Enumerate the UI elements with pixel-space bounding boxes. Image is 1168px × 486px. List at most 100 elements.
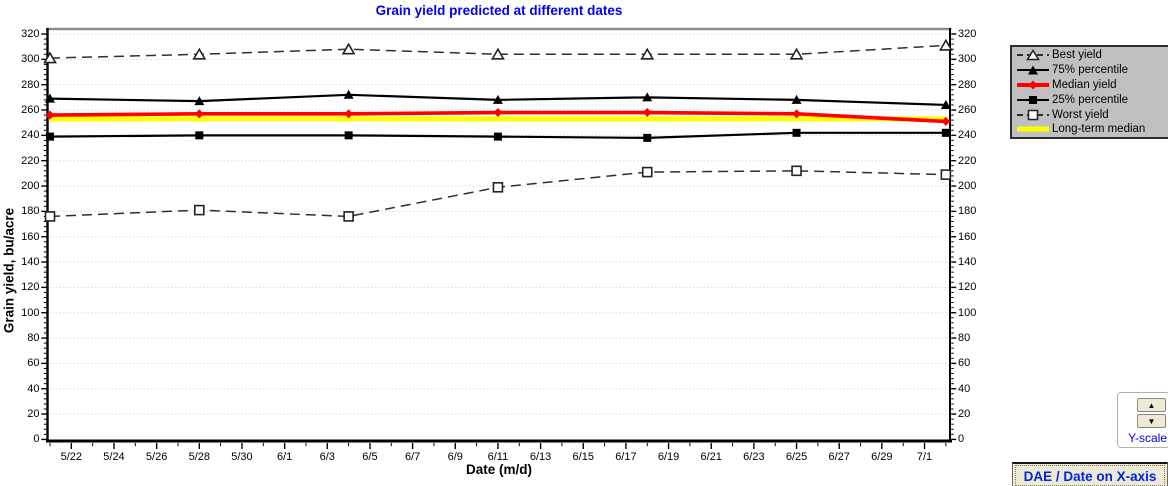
y-tick-label-left: 120 bbox=[21, 281, 40, 294]
y-tick-label-left: 300 bbox=[21, 53, 40, 66]
legend-label: 25% percentile bbox=[1052, 93, 1129, 106]
filled-triangle-marker bbox=[940, 99, 951, 109]
thick-diamond-icon bbox=[1017, 80, 1049, 90]
filled-square-marker bbox=[195, 131, 204, 140]
legend-item: Worst yield bbox=[1016, 107, 1168, 122]
open-square-marker bbox=[791, 165, 802, 177]
y-scale-label: Y-scale bbox=[1128, 431, 1167, 445]
x-tick-label: 6/7 bbox=[404, 451, 421, 463]
legend-label: Median yield bbox=[1052, 78, 1117, 91]
y-tick-label-right: 40 bbox=[958, 382, 971, 395]
x-tick-label: 5/28 bbox=[188, 451, 210, 463]
x-tick-label: 6/15 bbox=[572, 451, 594, 463]
legend-label: Best yield bbox=[1052, 49, 1102, 62]
series-line-worst-yield bbox=[49, 170, 946, 218]
dashed-open-square-icon bbox=[1017, 109, 1049, 120]
y-tick-label-right: 60 bbox=[958, 357, 971, 370]
dashed-open-triangle-icon bbox=[1017, 49, 1049, 61]
legend-item: Best yield bbox=[1016, 48, 1168, 63]
open-triangle-marker bbox=[192, 47, 207, 60]
y-tick-label-left: 80 bbox=[27, 332, 40, 345]
up-arrow-icon: ▲ bbox=[1147, 400, 1156, 410]
x-tick-label: 5/26 bbox=[145, 451, 168, 463]
y-tick-label-right: 100 bbox=[958, 306, 977, 319]
open-square-marker bbox=[343, 211, 354, 222]
x-tick-label: 6/27 bbox=[828, 451, 850, 463]
legend-item: Long-term median bbox=[1016, 122, 1168, 137]
y-tick-label-left: 20 bbox=[27, 408, 40, 421]
y-tick-label-right: 300 bbox=[958, 53, 977, 66]
y-scale-panel: ▲ ▼ Y-scale bbox=[1117, 392, 1168, 448]
y-tick-label-left: 180 bbox=[21, 205, 40, 218]
y-tick-label-left: 140 bbox=[21, 256, 40, 269]
legend-item: Median yield bbox=[1016, 78, 1168, 93]
y-tick-label-right: 80 bbox=[958, 332, 971, 345]
filled-square-marker bbox=[493, 132, 502, 141]
red-diamond-marker bbox=[45, 110, 55, 120]
y-tick-label-right: 320 bbox=[958, 28, 977, 40]
open-square-marker bbox=[492, 181, 504, 193]
y-scale-down-button[interactable]: ▼ bbox=[1137, 414, 1166, 428]
y-tick-label-left: 0 bbox=[33, 433, 40, 446]
red-diamond-marker bbox=[493, 108, 503, 118]
open-square-marker bbox=[44, 211, 56, 222]
chart-title: Grain yield predicted at different dates bbox=[375, 3, 623, 18]
x-tick-label: 5/24 bbox=[103, 451, 125, 463]
x-axis-title: Date (m/d) bbox=[465, 462, 532, 477]
open-square-marker bbox=[940, 169, 952, 180]
y-tick-label-left: 220 bbox=[21, 154, 40, 167]
x-tick-label: 6/29 bbox=[871, 451, 893, 463]
x-tick-label: 6/21 bbox=[700, 451, 722, 463]
x-tick-label: 6/1 bbox=[276, 451, 293, 463]
y-tick-label-left: 100 bbox=[21, 306, 40, 319]
legend-item: 75% percentile bbox=[1016, 63, 1168, 78]
legend-label: 75% percentile bbox=[1052, 64, 1129, 77]
red-diamond-marker bbox=[344, 109, 354, 119]
legend-label: Long-term median bbox=[1052, 123, 1146, 136]
y-tick-label-right: 260 bbox=[958, 104, 977, 116]
legend-label: Worst yield bbox=[1052, 108, 1109, 121]
y-tick-label-right: 160 bbox=[958, 230, 977, 243]
y-tick-label-right: 140 bbox=[958, 256, 977, 269]
y-tick-label-left: 260 bbox=[21, 104, 40, 116]
x-tick-label: 6/17 bbox=[615, 451, 637, 463]
y-tick-label-right: 120 bbox=[958, 281, 977, 294]
dae-date-toggle-button[interactable]: DAE / Date on X-axis bbox=[1012, 462, 1168, 486]
x-tick-label: 6/13 bbox=[529, 451, 552, 463]
y-tick-label-right: 200 bbox=[958, 180, 977, 193]
red-diamond-marker bbox=[941, 116, 951, 126]
thick-line-icon bbox=[1017, 126, 1049, 132]
x-tick-label: 6/25 bbox=[785, 451, 808, 463]
red-diamond-marker bbox=[194, 109, 204, 119]
red-diamond-marker bbox=[642, 108, 652, 118]
y-tick-label-left: 240 bbox=[21, 129, 40, 142]
open-square-marker bbox=[194, 204, 205, 216]
down-arrow-icon: ▼ bbox=[1147, 416, 1156, 426]
open-square-marker bbox=[641, 166, 653, 178]
legend: Best yield 75% percentile Median yield 25% … bbox=[1010, 45, 1168, 139]
filled-triangle-marker bbox=[194, 96, 205, 106]
legend-item: 25% percentile bbox=[1016, 92, 1168, 107]
y-tick-label-left: 160 bbox=[21, 230, 40, 243]
y-tick-label-left: 40 bbox=[27, 382, 40, 395]
open-triangle-marker bbox=[938, 38, 953, 51]
y-tick-label-left: 320 bbox=[21, 28, 40, 40]
x-tick-label: 6/19 bbox=[657, 451, 680, 463]
open-triangle-marker bbox=[789, 47, 804, 60]
filled-triangle-marker bbox=[45, 93, 55, 103]
open-triangle-marker bbox=[640, 47, 655, 60]
y-scale-up-button[interactable]: ▲ bbox=[1137, 398, 1166, 412]
x-tick-label: 6/3 bbox=[319, 451, 335, 463]
x-tick-label: 6/23 bbox=[743, 451, 765, 463]
y-tick-label-right: 180 bbox=[958, 205, 977, 218]
x-tick-label: 5/22 bbox=[60, 451, 83, 463]
filled-square-marker bbox=[46, 132, 54, 141]
y-tick-label-right: 20 bbox=[958, 408, 971, 421]
y-tick-label-right: 240 bbox=[958, 129, 977, 142]
y-tick-label-right: 0 bbox=[958, 433, 965, 446]
y-tick-label-right: 220 bbox=[958, 154, 977, 167]
filled-triangle-marker bbox=[642, 92, 653, 102]
solid-filled-square-icon bbox=[1017, 95, 1049, 104]
